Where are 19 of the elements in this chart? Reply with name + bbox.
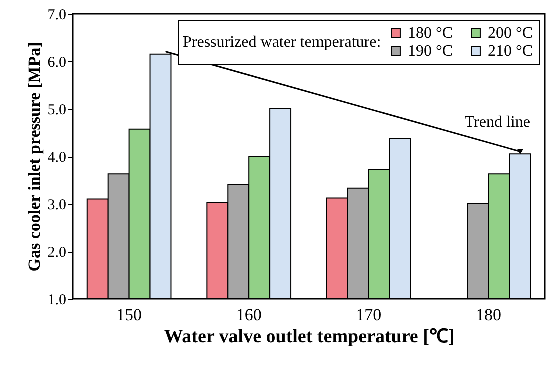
- y-tick-label: 3.0: [48, 198, 66, 214]
- x-tick-label: 170: [356, 306, 382, 324]
- x-axis-title: Water valve outlet temperature [℃]: [164, 326, 455, 348]
- y-tick-label: 5.0: [48, 102, 66, 118]
- legend-label: 210 °C: [488, 43, 534, 60]
- y-tick-label: 2.0: [48, 245, 66, 261]
- y-tick-label: 6.0: [48, 55, 66, 71]
- series-label: Trend line: [464, 114, 530, 131]
- legend-label: 180 °C: [408, 25, 454, 42]
- x-tick-label: 160: [236, 306, 262, 324]
- y-axis-title: Gas cooler inlet pressure [MPa]: [24, 42, 44, 272]
- x-tick-label: 180: [476, 306, 502, 324]
- legend-label: 200 °C: [488, 25, 534, 42]
- legend-label: 190 °C: [408, 43, 454, 60]
- y-tick-label: 1.0: [48, 292, 66, 308]
- legend-title: Pressurized water temperature:: [183, 34, 382, 51]
- x-tick-label: 150: [116, 306, 142, 324]
- y-tick-label: 4.0: [48, 150, 66, 166]
- y-tick-label: 7.0: [48, 8, 66, 24]
